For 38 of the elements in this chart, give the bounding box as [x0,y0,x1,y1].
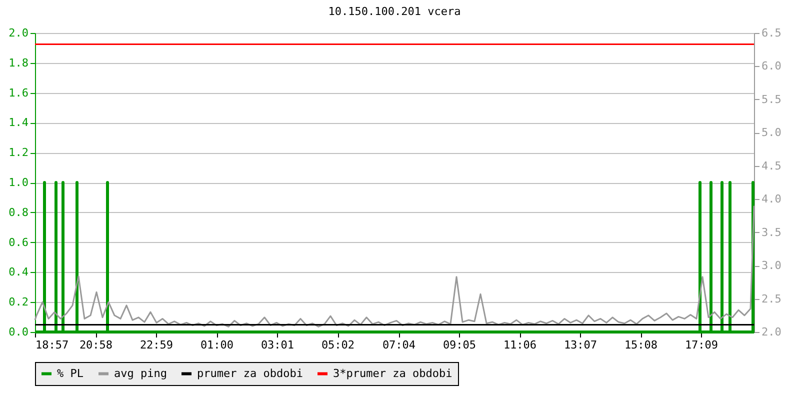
legend-label: % PL [57,366,84,380]
x-tick-label: 17:09 [684,338,718,352]
y-tick-label: 1.6 [8,86,28,100]
x-tick-label: 13:07 [564,338,598,352]
legend-label: prumer za obdobi [197,366,303,380]
y-tick-label: 2.0 [8,26,28,40]
y-tick-label: 0.0 [8,326,28,338]
x-tick-label: 05:02 [321,338,355,352]
x-tick-label: 18:57 [36,338,69,352]
x-tick-label: 11:06 [503,338,537,352]
legend-label: avg ping [114,366,167,380]
chart-title: 10.150.100.201 vcera [328,5,461,18]
x-tick-label: 09:05 [442,338,476,352]
y2-tick-label: 5.5 [762,92,782,106]
y2-tick-label: 6.5 [762,26,782,40]
y-tick-label: 1.8 [8,56,28,70]
x-tick-label: 07:04 [382,338,416,352]
legend-label: 3*prumer za obdobi [333,366,452,380]
y-tick-label: 0.2 [8,296,28,309]
x-tick-label: 20:58 [79,338,113,352]
y2-tick-label: 3.5 [762,226,782,239]
y-tick-label: 1.4 [8,116,29,130]
y-tick-label: 1.0 [8,176,28,189]
x-tick-label: 15:08 [624,338,658,352]
y2-tick-label: 4.0 [762,192,782,206]
y2-tick-label: 3.0 [762,259,782,272]
y-tick-label: 0.8 [8,206,28,219]
x-tick-label: 01:00 [200,338,234,352]
y-tick-label: 1.2 [8,146,28,160]
y2-tick-label: 6.0 [762,60,782,73]
y-tick-label: 0.4 [8,266,29,279]
y-tick-label: 0.6 [8,236,28,249]
y2-tick-label: 2.0 [762,326,782,338]
x-tick-label: 22:59 [140,338,174,352]
x-tick-label: 03:01 [260,338,294,352]
y2-tick-label: 5.0 [762,126,782,140]
y2-tick-label: 4.5 [762,159,782,172]
y2-tick-label: 2.5 [762,292,782,306]
